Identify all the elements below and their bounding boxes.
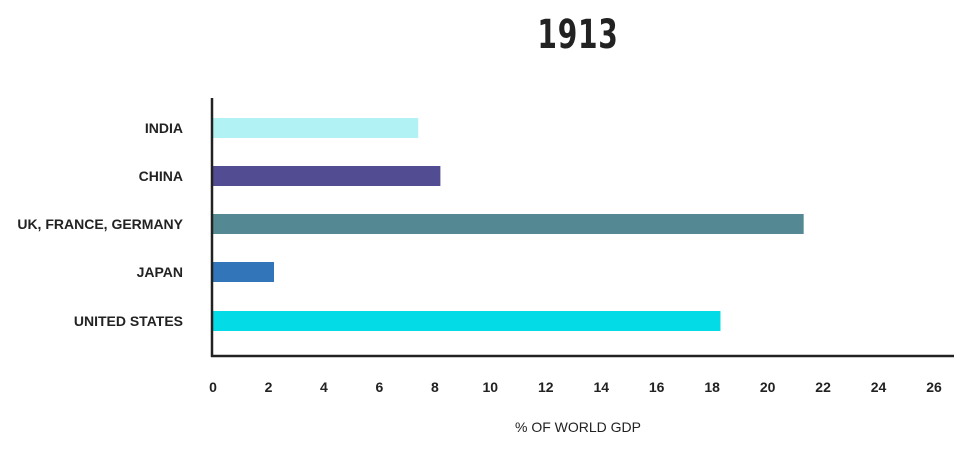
bar-united-states [213, 311, 721, 331]
chart-title: 1913 [537, 12, 619, 58]
category-label: INDIA [145, 120, 183, 136]
x-tick-label: 20 [760, 379, 776, 395]
x-tick-label: 16 [649, 379, 665, 395]
category-labels-group: INDIA CHINA UK, FRANCE, GERMANY JAPAN UNITED… [17, 120, 183, 329]
x-axis-title: % OF WORLD GDP [515, 419, 641, 435]
bar-japan [213, 262, 275, 282]
x-tick-label: 24 [871, 379, 887, 395]
x-tick-label: 8 [431, 379, 439, 395]
x-tick-label: 6 [375, 379, 383, 395]
x-tick-label: 10 [483, 379, 499, 395]
bar-china [213, 166, 441, 186]
x-tick-label: 18 [704, 379, 720, 395]
x-tick-label: 12 [538, 379, 554, 395]
category-label: UNITED STATES [74, 313, 183, 329]
x-tick-label: 22 [815, 379, 831, 395]
bar-uk-france-germany [213, 214, 804, 234]
x-tick-label: 4 [320, 379, 328, 395]
category-label: CHINA [139, 168, 183, 184]
x-tick-label: 2 [265, 379, 273, 395]
category-label: JAPAN [137, 264, 183, 280]
x-tick-label: 26 [926, 379, 942, 395]
bars-group [213, 118, 804, 331]
category-label: UK, FRANCE, GERMANY [17, 216, 183, 232]
bar-india [213, 118, 419, 138]
x-tick-labels-group: 0 2 4 6 8 10 12 14 16 18 20 22 24 26 [209, 379, 942, 395]
x-tick-label: 14 [593, 379, 609, 395]
x-tick-label: 0 [209, 379, 217, 395]
